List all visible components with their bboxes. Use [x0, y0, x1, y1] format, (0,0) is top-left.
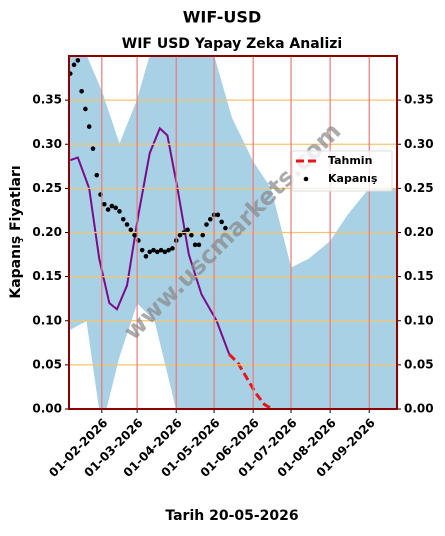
y-axis-label: Kapanış Fiyatları: [8, 165, 24, 298]
point: [124, 222, 130, 227]
chart-title: WIF-USD: [183, 8, 261, 27]
point: [166, 247, 171, 253]
point: [71, 62, 77, 68]
point: [185, 227, 190, 233]
x-axis-label: Tarih 20-05-2026: [165, 508, 298, 524]
point: [90, 146, 96, 151]
point: [155, 249, 160, 255]
chart-subtitle: WIF USD Yapay Zeka Analizi: [122, 36, 342, 52]
y-tick-label: 0.15: [32, 269, 62, 283]
y-tick-label: 0.30: [404, 137, 434, 151]
line: [228, 353, 273, 409]
point: [215, 212, 221, 218]
point: [223, 225, 228, 231]
point: [132, 232, 137, 238]
y-tick-label: 0.15: [404, 269, 434, 283]
point: [196, 242, 202, 248]
point: [75, 58, 81, 63]
point: [128, 227, 134, 233]
legend-label: Kapanış: [328, 172, 378, 185]
y-tick-label: 0.05: [404, 357, 434, 371]
point: [113, 205, 118, 211]
point: [83, 106, 88, 112]
point: [94, 172, 100, 178]
point: [86, 124, 92, 129]
point: [207, 216, 213, 222]
y-tick-label: 0.25: [404, 181, 434, 195]
point: [147, 249, 153, 255]
point: [105, 207, 111, 212]
point: [177, 232, 183, 238]
point: [204, 222, 209, 227]
point: [117, 209, 122, 214]
y-tick-label: 0.20: [404, 225, 434, 239]
point: [158, 247, 164, 253]
legend-label: Tahmin: [328, 154, 372, 167]
point: [139, 247, 145, 253]
point: [189, 232, 194, 238]
y-tick-label: 0.00: [404, 402, 434, 416]
point: [102, 201, 107, 207]
line: [69, 126, 231, 355]
point: [143, 254, 149, 259]
y-tick-label: 0.35: [32, 93, 62, 107]
y-tick-label: 0.00: [32, 402, 62, 416]
y-tick-label: 0.20: [32, 225, 62, 239]
point: [219, 219, 224, 225]
legend-marker: [303, 176, 309, 182]
point: [109, 203, 115, 209]
point: [151, 247, 156, 253]
y-tick-label: 0.35: [404, 93, 434, 107]
point: [200, 232, 206, 238]
y-tick-label: 0.25: [32, 181, 62, 195]
point: [79, 89, 84, 94]
y-tick-label: 0.30: [32, 137, 62, 151]
plot-frame: [68, 55, 398, 410]
y-tick-label: 0.05: [32, 357, 62, 371]
legend-box: [291, 150, 393, 192]
y-tick-label: 0.10: [32, 313, 62, 327]
y-tick-label: 0.10: [404, 313, 434, 327]
point: [162, 249, 168, 255]
point: [192, 242, 198, 248]
point: [120, 216, 126, 222]
point: [170, 246, 175, 251]
